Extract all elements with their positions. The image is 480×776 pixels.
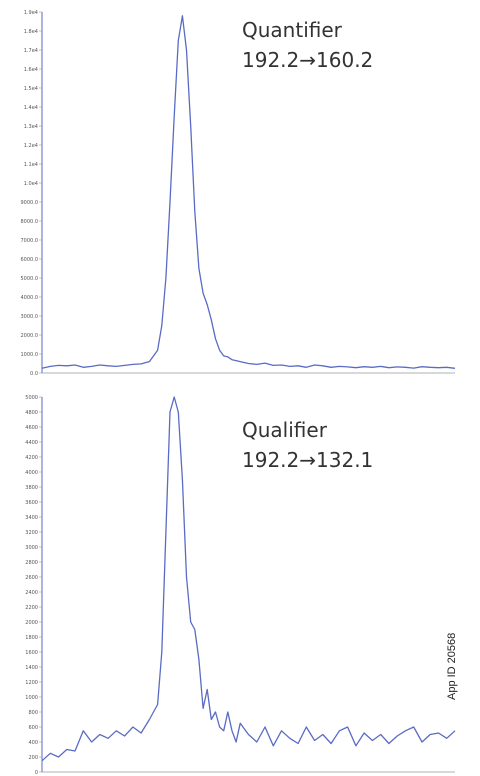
y-tick-label: 8000.0	[21, 219, 39, 225]
y-tick-label: 1800	[25, 635, 38, 641]
y-tick-label: 2000	[25, 620, 38, 626]
y-tick-label: 5000.0	[21, 276, 39, 282]
y-tick-label: 800	[28, 710, 38, 716]
annotation-transition: 192.2→160.2	[242, 48, 373, 72]
y-tick-label: 4200	[25, 455, 38, 461]
y-tick-label: 0.0	[30, 371, 38, 377]
y-tick-label: 1.8e4	[24, 29, 38, 35]
y-tick-label: 1.0e4	[24, 181, 38, 187]
y-tick-label: 1.4e4	[24, 105, 38, 111]
y-tick-label: 3400	[25, 515, 38, 521]
y-tick-label: 2400	[25, 590, 38, 596]
y-tick-label: 3600	[25, 500, 38, 506]
y-tick-label: 3800	[25, 485, 38, 491]
y-tick-label: 7000.0	[21, 238, 39, 244]
y-tick-label: 1.6e4	[24, 67, 38, 73]
qualifier-chart: 0 200 400 600 800 1000 1200 1400 1600 1800 2000 220…	[25, 395, 456, 776]
y-tick-label: 1200	[25, 680, 38, 686]
y-tick-label: 1.3e4	[24, 124, 38, 130]
app-id-label: App ID 20568	[446, 632, 458, 700]
y-tick-label: 4000.0	[21, 295, 39, 301]
y-tick-label: 9000.0	[21, 200, 39, 206]
annotation-title: Quantifier	[242, 18, 343, 42]
y-tick-label: 4400	[25, 440, 38, 446]
annotation-transition: 192.2→132.1	[242, 448, 373, 472]
y-tick-label: 5000	[25, 395, 38, 401]
y-tick-label: 6000.0	[21, 257, 39, 263]
y-tick-label: 1.7e4	[24, 48, 38, 54]
quantifier-chart: 0.0 1000.0 2000.0 3000.0 4000.0 5000.0 6000.0 7…	[21, 10, 456, 377]
y-tick-label: 3000	[25, 545, 38, 551]
annotation-title: Qualifier	[242, 418, 328, 442]
y-tick-label: 4800	[25, 410, 38, 416]
y-tick-label: 2600	[25, 575, 38, 581]
y-tick-label: 2000.0	[21, 333, 39, 339]
y-tick-label: 1000	[25, 695, 38, 701]
y-tick-label: 400	[28, 740, 38, 746]
y-tick-label: 200	[28, 755, 38, 761]
series-line	[41, 396, 456, 762]
y-tick-label: 1.1e4	[24, 162, 38, 168]
y-tick-label: 3200	[25, 530, 38, 536]
y-tick-label: 2800	[25, 560, 38, 566]
y-tick-label: 1.5e4	[24, 86, 38, 92]
y-tick-label: 4600	[25, 425, 38, 431]
y-tick-label: 1000.0	[21, 352, 39, 358]
series-line	[41, 15, 456, 369]
y-tick-label: 0	[35, 770, 38, 776]
y-tick-label: 2200	[25, 605, 38, 611]
y-tick-label: 1.9e4	[24, 10, 38, 16]
y-tick-label: 3000.0	[21, 314, 39, 320]
y-tick-label: 1.2e4	[24, 143, 38, 149]
y-tick-label: 4000	[25, 470, 38, 476]
y-tick-label: 1400	[25, 665, 38, 671]
y-tick-label: 600	[28, 725, 38, 731]
y-tick-label: 1600	[25, 650, 38, 656]
